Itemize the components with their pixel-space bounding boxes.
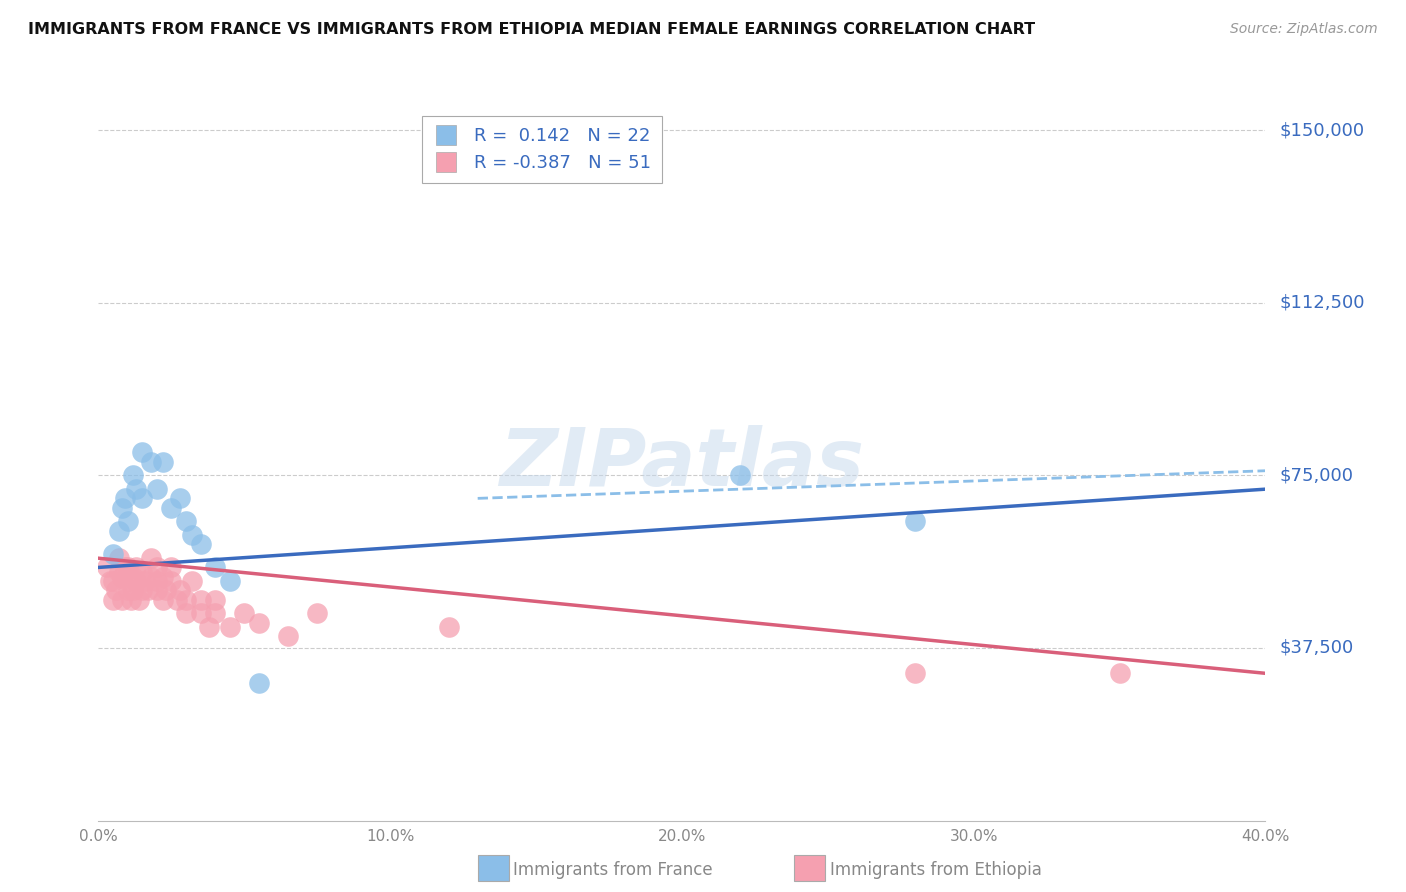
Text: ZIPatlas: ZIPatlas [499, 425, 865, 503]
Point [122, 583, 145, 598]
Text: Source: ZipAtlas.com: Source: ZipAtlas.com [1230, 22, 1378, 37]
Point [174, 592, 197, 607]
Point [166, 592, 188, 607]
Point [114, 560, 136, 574]
Point [190, 592, 212, 607]
Point [1108, 666, 1130, 681]
Point [233, 607, 256, 621]
Point [114, 491, 136, 506]
Point [160, 500, 183, 515]
Text: IMMIGRANTS FROM FRANCE VS IMMIGRANTS FROM ETHIOPIA MEDIAN FEMALE EARNINGS CORREL: IMMIGRANTS FROM FRANCE VS IMMIGRANTS FRO… [28, 22, 1035, 37]
Legend: R =  0.142   N = 22, R = -0.387   N = 51: R = 0.142 N = 22, R = -0.387 N = 51 [422, 116, 662, 183]
Point [131, 565, 153, 579]
Point [190, 537, 212, 551]
Point [136, 583, 159, 598]
Point [437, 620, 460, 634]
Point [180, 528, 202, 542]
Text: $112,500: $112,500 [1279, 293, 1365, 311]
Point [728, 468, 751, 483]
Point [117, 515, 139, 529]
Point [98, 574, 121, 589]
Point [146, 583, 169, 598]
Point [146, 574, 169, 589]
Point [111, 500, 134, 515]
Point [111, 592, 134, 607]
Point [108, 565, 131, 579]
Point [101, 547, 124, 561]
Point [131, 445, 153, 459]
Point [204, 607, 226, 621]
Point [96, 560, 118, 574]
Text: $150,000: $150,000 [1279, 121, 1364, 139]
Point [128, 592, 150, 607]
Point [180, 574, 202, 589]
Point [152, 569, 174, 583]
Point [169, 491, 191, 506]
Point [122, 468, 145, 483]
Point [904, 515, 927, 529]
Point [169, 583, 191, 598]
Point [139, 569, 162, 583]
Text: $75,000: $75,000 [1279, 467, 1354, 484]
Point [160, 574, 183, 589]
Point [101, 574, 124, 589]
Point [904, 666, 927, 681]
Point [204, 560, 226, 574]
Point [125, 574, 148, 589]
Point [104, 583, 127, 598]
Point [131, 491, 153, 506]
Point [125, 560, 148, 574]
Point [108, 551, 131, 566]
Point [117, 574, 139, 589]
Point [204, 592, 226, 607]
Point [117, 560, 139, 574]
Point [190, 607, 212, 621]
Point [139, 551, 162, 566]
Point [155, 583, 177, 598]
Point [111, 569, 134, 583]
Point [125, 482, 148, 496]
Point [247, 675, 270, 690]
Point [108, 524, 131, 538]
Point [174, 607, 197, 621]
Point [277, 630, 299, 644]
Point [174, 515, 197, 529]
Point [134, 574, 156, 589]
Point [120, 592, 142, 607]
Point [139, 454, 162, 468]
Point [152, 592, 174, 607]
Text: $37,500: $37,500 [1279, 639, 1354, 657]
Point [122, 569, 145, 583]
Point [152, 454, 174, 468]
Point [218, 574, 240, 589]
Point [146, 482, 169, 496]
Text: Immigrants from Ethiopia: Immigrants from Ethiopia [830, 861, 1042, 879]
Point [218, 620, 240, 634]
Point [247, 615, 270, 630]
Point [160, 560, 183, 574]
Point [131, 583, 153, 598]
Text: Immigrants from France: Immigrants from France [513, 861, 713, 879]
Point [117, 583, 139, 598]
Point [198, 620, 221, 634]
Point [146, 560, 169, 574]
Point [101, 592, 124, 607]
Point [307, 607, 329, 621]
